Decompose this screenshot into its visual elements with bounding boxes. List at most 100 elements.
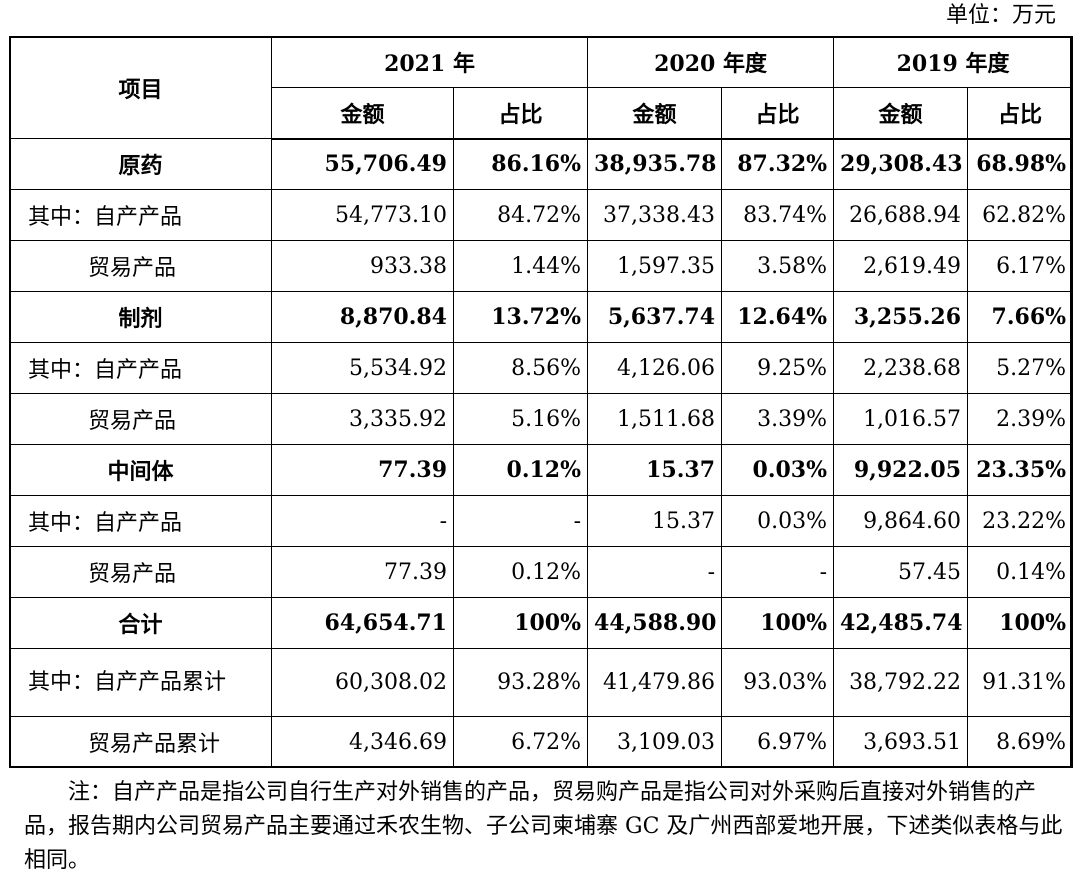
table-row: 原药 55,706.49 86.16% 38,935.78 87.32% 29,308.4… xyxy=(9,138,1074,190)
amount-cell: 2,238.68 xyxy=(833,342,969,394)
ratio-cell: 7.66% xyxy=(967,291,1074,343)
ratio-cell: 0.03% xyxy=(721,495,835,547)
ratio-cell: 87.32% xyxy=(721,138,835,190)
ratio-cell: 83.74% xyxy=(721,189,835,241)
amount-cell: 5,637.74 xyxy=(587,291,723,343)
header-item: 项目 xyxy=(9,36,272,139)
ratio-cell: 13.72% xyxy=(452,291,589,343)
ratio-cell: 62.82% xyxy=(967,189,1074,241)
amount-cell: 60,308.02 xyxy=(271,648,454,717)
amount-cell: 44,588.90 xyxy=(587,597,723,649)
amount-cell: 3,255.26 xyxy=(833,291,969,343)
row-label: 制剂 xyxy=(9,291,272,343)
ratio-cell: 5.16% xyxy=(452,393,589,445)
row-label: 合计 xyxy=(9,597,272,649)
table-row: 其中：自产产品 - -15.37 0.03% 9,864.60 23.22% xyxy=(9,495,1074,547)
header-amount: 金额 xyxy=(833,87,969,140)
header-year-2019: 2019 年度 xyxy=(833,36,1074,88)
amount-cell: 4,126.06 xyxy=(587,342,723,394)
header-amount: 金额 xyxy=(271,87,454,140)
amount-cell: 15.37 xyxy=(587,444,723,496)
ratio-cell: 2.39% xyxy=(967,393,1074,445)
ratio-cell: 0.03% xyxy=(721,444,835,496)
header-ratio: 占比 xyxy=(452,87,589,140)
ratio-cell: 8.56% xyxy=(452,342,589,394)
amount-cell: 1,597.35 xyxy=(587,240,723,292)
table-row: 贸易产品 933.38 1.44% 1,597.35 3.58% 2,619.49 6.17… xyxy=(9,240,1074,292)
amount-cell: 55,706.49 xyxy=(271,138,454,190)
table-row: 合计 64,654.71 100% 44,588.90 100% 42,485.74 100… xyxy=(9,597,1074,649)
amount-cell: 26,688.94 xyxy=(833,189,969,241)
amount-cell: 1,016.57 xyxy=(833,393,969,445)
header-amount: 金额 xyxy=(587,87,723,140)
ratio-cell: 68.98% xyxy=(967,138,1074,190)
ratio-cell: 1.44% xyxy=(452,240,589,292)
header-row-years: 项目 2021 年 2020 年度 2019 年度 xyxy=(9,36,1074,139)
amount-cell: 37,338.43 xyxy=(587,189,723,241)
ratio-cell: 91.31% xyxy=(967,648,1074,717)
amount-cell: 9,922.05 xyxy=(833,444,969,496)
table-footnote: 注：自产产品是指公司自行生产对外销售的产品，贸易购产品是指公司对外采购后直接对外… xyxy=(24,780,1063,873)
ratio-cell: 23.35% xyxy=(967,444,1074,496)
table-row: 中间体 77.39 0.12% 15.37 0.03% 9,922.05 23.35% xyxy=(9,444,1074,496)
amount-cell: 29,308.43 xyxy=(833,138,969,190)
header-ratio: 占比 xyxy=(721,87,835,140)
ratio-cell: - xyxy=(452,495,589,547)
amount-cell: 42,485.74 xyxy=(833,597,969,649)
ratio-cell: 23.22% xyxy=(967,495,1074,547)
ratio-cell: 12.64% xyxy=(721,291,835,343)
ratio-cell: 93.03% xyxy=(721,648,835,717)
ratio-cell: 6.17% xyxy=(967,240,1074,292)
amount-cell: 3,335.92 xyxy=(271,393,454,445)
amount-cell: 15.37 xyxy=(587,495,723,547)
header-year-2021: 2021 年 xyxy=(270,36,589,88)
table-row: 其中：自产产品 5,534.92 8.56% 4,126.06 9.25% 2,238.6… xyxy=(9,342,1074,394)
ratio-cell: 3.58% xyxy=(721,240,835,292)
ratio-cell: 100% xyxy=(967,597,1074,649)
row-label: 其中：自产产品累计 xyxy=(9,648,272,717)
ratio-cell: 100% xyxy=(721,597,835,649)
amount-cell: 5,534.92 xyxy=(271,342,454,394)
ratio-cell: 0.12% xyxy=(452,546,589,598)
unit-label: 单位：万元 xyxy=(945,3,1056,28)
amount-cell: 38,792.22 xyxy=(833,648,969,717)
amount-cell: 57.45 xyxy=(833,546,969,598)
amount-cell: 9,864.60 xyxy=(833,495,969,547)
row-label: 贸易产品累计 xyxy=(9,716,272,768)
row-label: 原药 xyxy=(9,138,272,190)
ratio-cell: 100% xyxy=(452,597,589,649)
table-row: 贸易产品累计 4,346.69 6.72% 3,109.03 6.97% 3,693.51… xyxy=(9,716,1074,768)
amount-cell: - xyxy=(271,495,454,547)
ratio-cell: 3.39% xyxy=(721,393,835,445)
table-row: 贸易产品 77.39 0.12% - -57.45 0.14% xyxy=(9,546,1074,598)
ratio-cell: 6.97% xyxy=(721,716,835,768)
amount-cell: 77.39 xyxy=(271,444,454,496)
ratio-cell: 6.72% xyxy=(452,716,589,768)
header-year-2020: 2020 年度 xyxy=(587,36,835,88)
ratio-cell: 0.12% xyxy=(452,444,589,496)
amount-cell: 8,870.84 xyxy=(271,291,454,343)
ratio-cell: 9.25% xyxy=(721,342,835,394)
header-ratio: 占比 xyxy=(967,87,1074,140)
table-row: 贸易产品 3,335.92 5.16% 1,511.68 3.39% 1,016.57 2.… xyxy=(9,393,1074,445)
row-label: 中间体 xyxy=(9,444,272,496)
amount-cell: 41,479.86 xyxy=(587,648,723,717)
amount-cell: 77.39 xyxy=(271,546,454,598)
ratio-cell: 8.69% xyxy=(967,716,1074,768)
amount-cell: 1,511.68 xyxy=(587,393,723,445)
row-label: 贸易产品 xyxy=(9,393,272,445)
amount-cell: - xyxy=(587,546,723,598)
ratio-cell: 84.72% xyxy=(452,189,589,241)
ratio-cell: - xyxy=(721,546,835,598)
table-row: 其中：自产产品 54,773.10 84.72% 37,338.43 83.74% 26,… xyxy=(9,189,1074,241)
ratio-cell: 0.14% xyxy=(967,546,1074,598)
row-label: 其中：自产产品 xyxy=(9,342,272,394)
ratio-cell: 86.16% xyxy=(452,138,589,190)
row-label: 贸易产品 xyxy=(9,546,272,598)
amount-cell: 38,935.78 xyxy=(587,138,723,190)
row-label: 贸易产品 xyxy=(9,240,272,292)
table-body: 原药 55,706.49 86.16% 38,935.78 87.32% 29,308.4… xyxy=(9,138,1074,768)
table-row: 制剂 8,870.84 13.72% 5,637.74 12.64% 3,255.26 7.… xyxy=(9,291,1074,343)
amount-cell: 64,654.71 xyxy=(271,597,454,649)
amount-cell: 3,693.51 xyxy=(833,716,969,768)
